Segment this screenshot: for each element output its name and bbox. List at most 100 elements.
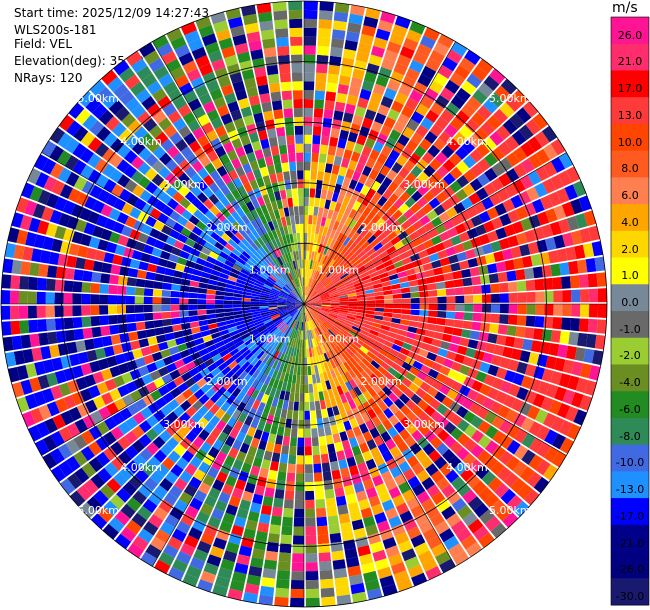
range-gate bbox=[304, 223, 308, 233]
range-gate bbox=[414, 265, 425, 274]
range-gate bbox=[250, 209, 259, 220]
range-gate bbox=[232, 177, 243, 189]
range-gate bbox=[290, 319, 296, 328]
range-gate bbox=[282, 99, 293, 109]
range-gate bbox=[334, 441, 344, 452]
range-gate bbox=[401, 548, 417, 562]
range-gate bbox=[57, 150, 72, 166]
range-gate bbox=[236, 257, 247, 266]
range-gate bbox=[146, 362, 158, 373]
range-gate bbox=[330, 300, 340, 303]
range-gate bbox=[320, 254, 326, 264]
range-gate bbox=[306, 250, 310, 260]
range-gate bbox=[417, 171, 430, 184]
range-gate bbox=[117, 436, 131, 450]
range-gate bbox=[232, 304, 242, 308]
range-gate bbox=[304, 297, 311, 304]
range-gate bbox=[268, 304, 278, 306]
range-gate bbox=[255, 381, 264, 392]
range-gate bbox=[211, 58, 226, 71]
range-gate bbox=[283, 225, 289, 236]
range-gate bbox=[445, 318, 455, 327]
range-gate bbox=[510, 477, 526, 494]
range-gate bbox=[397, 382, 408, 393]
range-gate bbox=[305, 508, 316, 518]
range-gate bbox=[473, 350, 485, 361]
range-gate bbox=[292, 553, 304, 563]
range-gate bbox=[305, 588, 320, 599]
range-gate bbox=[509, 113, 525, 129]
range-gate bbox=[192, 127, 205, 140]
range-gate bbox=[337, 288, 347, 293]
range-gate bbox=[290, 310, 298, 317]
range-gate bbox=[173, 96, 187, 110]
range-gate bbox=[154, 327, 165, 336]
range-gate bbox=[387, 79, 401, 92]
range-gate bbox=[191, 197, 203, 209]
range-gate bbox=[203, 399, 215, 410]
range-gate bbox=[466, 389, 479, 401]
range-gate bbox=[447, 369, 459, 380]
range-gate bbox=[340, 214, 348, 225]
range-gate bbox=[342, 112, 354, 123]
range-gate bbox=[340, 246, 349, 256]
range-gate bbox=[364, 367, 374, 377]
range-gate bbox=[292, 338, 297, 348]
range-gate bbox=[378, 401, 389, 412]
range-gate bbox=[459, 364, 471, 376]
range-gate bbox=[145, 153, 159, 167]
range-gate bbox=[279, 323, 287, 331]
range-gate bbox=[367, 387, 377, 398]
range-gate bbox=[372, 141, 384, 153]
range-gate bbox=[416, 490, 431, 504]
range-gate bbox=[80, 233, 92, 247]
range-gate bbox=[311, 161, 318, 171]
range-gate bbox=[484, 515, 501, 532]
range-gate bbox=[375, 172, 386, 184]
range-gate bbox=[290, 309, 298, 316]
range-gate bbox=[268, 377, 276, 388]
range-gate bbox=[52, 414, 66, 430]
range-gate bbox=[321, 462, 331, 473]
range-gate bbox=[309, 338, 314, 348]
range-gate bbox=[200, 503, 214, 516]
range-gate bbox=[47, 265, 58, 278]
range-gate bbox=[208, 323, 218, 330]
range-gate bbox=[316, 63, 328, 74]
range-gate bbox=[92, 103, 108, 120]
range-gate bbox=[512, 221, 524, 234]
range-gate bbox=[292, 90, 303, 100]
range-gate bbox=[467, 339, 479, 349]
range-gate bbox=[89, 185, 103, 199]
range-gate bbox=[133, 126, 148, 141]
range-gate bbox=[234, 42, 249, 55]
range-gate bbox=[264, 320, 274, 327]
range-gate bbox=[467, 496, 483, 511]
range-gate bbox=[65, 455, 81, 472]
range-gate bbox=[196, 343, 207, 352]
range-gate bbox=[338, 311, 348, 316]
range-gate bbox=[323, 266, 330, 275]
range-gate bbox=[357, 348, 367, 358]
range-gate bbox=[117, 314, 127, 324]
range-gate bbox=[316, 507, 327, 518]
range-gate bbox=[333, 323, 342, 330]
range-gate bbox=[401, 236, 412, 246]
range-gate bbox=[10, 275, 21, 290]
range-gate bbox=[103, 431, 117, 446]
range-gate bbox=[393, 62, 408, 76]
range-gate bbox=[312, 297, 321, 302]
range-gate bbox=[293, 526, 304, 536]
range-gate bbox=[428, 197, 441, 209]
range-gate bbox=[536, 239, 548, 253]
range-gate bbox=[217, 237, 228, 247]
range-gate bbox=[373, 318, 383, 325]
range-gate bbox=[397, 113, 410, 126]
range-gate bbox=[309, 278, 314, 288]
range-gate bbox=[393, 121, 406, 134]
range-gate bbox=[21, 411, 36, 428]
range-gate bbox=[470, 163, 484, 178]
range-gate bbox=[268, 337, 276, 346]
range-gate bbox=[163, 124, 178, 138]
range-gate bbox=[329, 291, 338, 296]
